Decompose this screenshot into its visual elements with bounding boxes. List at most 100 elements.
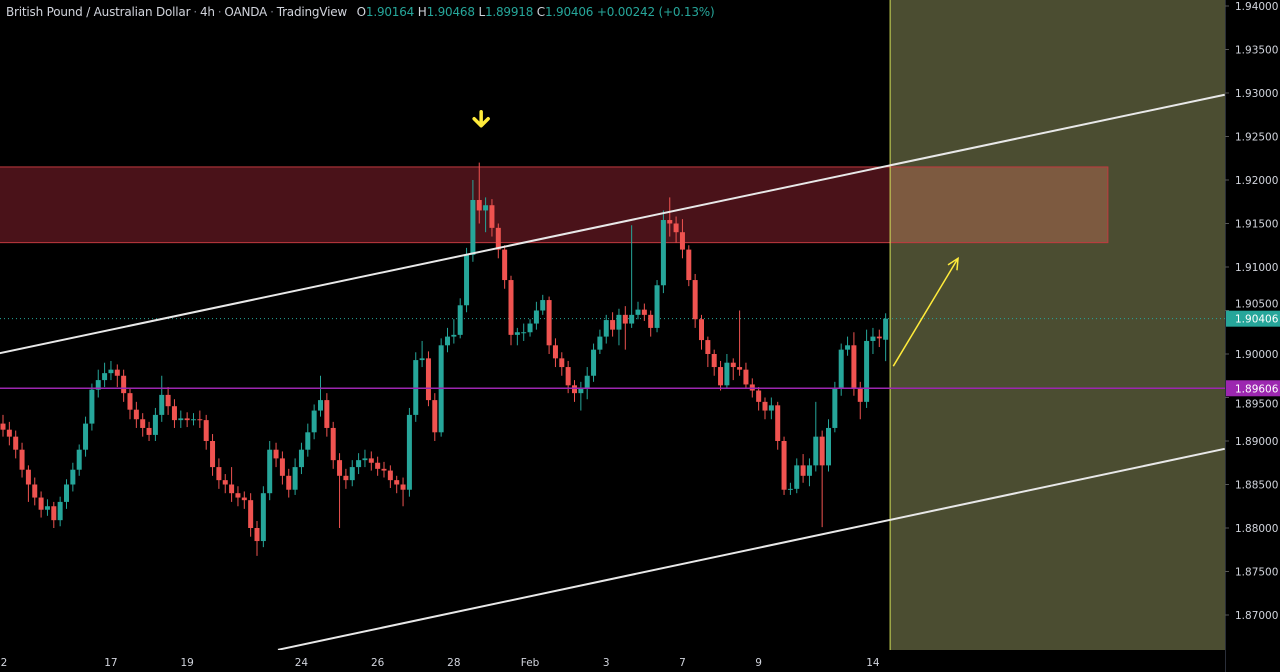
candle-body <box>248 500 254 528</box>
y-tick-label: 1.88000 <box>1235 523 1278 535</box>
candle <box>768 397 774 420</box>
candle-body <box>146 427 152 435</box>
candle-body <box>356 460 362 468</box>
candle-body <box>559 358 565 368</box>
candle-body <box>718 367 724 386</box>
candle <box>25 465 31 502</box>
x-tick-label: 9 <box>755 657 762 669</box>
candle-body <box>419 358 425 361</box>
candle-body <box>705 340 711 354</box>
candle-body <box>826 427 831 466</box>
candle-body <box>572 385 577 394</box>
resistance-zone <box>0 166 891 243</box>
x-tick-label: 19 <box>180 657 193 669</box>
candle <box>286 468 292 498</box>
candle-body <box>533 310 539 324</box>
candle <box>241 491 247 509</box>
candle <box>857 381 863 420</box>
candle-body <box>591 349 597 376</box>
candle-body <box>203 420 209 441</box>
candle-body <box>178 418 184 421</box>
candle <box>432 393 438 441</box>
candle <box>248 493 254 537</box>
candle <box>273 442 279 468</box>
candle <box>540 294 546 315</box>
close-label: C <box>536 5 545 19</box>
candle <box>184 412 190 428</box>
candle-body <box>476 200 482 211</box>
candle <box>724 354 730 389</box>
symbol-name[interactable]: British Pound / Australian Dollar <box>6 5 191 19</box>
candle-body <box>343 475 349 481</box>
candle <box>57 496 63 527</box>
candle <box>476 162 482 224</box>
y-tick-label: 1.87500 <box>1235 567 1278 579</box>
candle <box>165 387 171 415</box>
candle <box>445 327 450 353</box>
candle <box>597 329 603 354</box>
x-tick-label: 3 <box>603 657 610 669</box>
candle-body <box>394 480 400 485</box>
candle <box>876 329 882 348</box>
candle <box>254 521 260 556</box>
candle <box>552 338 558 368</box>
candle <box>44 499 50 516</box>
candle-body <box>152 414 158 435</box>
candle-body <box>565 367 571 386</box>
candle-body <box>464 254 470 306</box>
candle <box>171 399 177 428</box>
candle-body <box>876 336 882 339</box>
candle <box>413 352 419 422</box>
candle <box>495 223 501 259</box>
candle <box>298 442 304 475</box>
candle-body <box>13 436 19 450</box>
candle-body <box>781 441 787 490</box>
candle-body <box>806 465 812 476</box>
support-price-label: 1.89606 <box>1235 383 1279 395</box>
support-price-badge <box>1226 380 1280 397</box>
candle <box>89 383 95 431</box>
candle <box>794 458 800 494</box>
candle <box>679 219 685 259</box>
current-price-badge <box>1226 310 1280 327</box>
candle <box>692 273 698 328</box>
candle-body <box>305 432 311 450</box>
candle <box>546 296 552 354</box>
y-tick-label: 1.91500 <box>1235 219 1278 231</box>
candle-body <box>762 401 768 411</box>
candle <box>438 338 444 437</box>
candle <box>279 451 285 485</box>
candle-body <box>870 336 876 341</box>
candle <box>667 197 673 237</box>
x-tick-label: 28 <box>447 657 460 669</box>
separator: · <box>217 5 222 19</box>
candle-body <box>749 384 755 391</box>
candle-body <box>629 314 635 324</box>
candle <box>305 423 311 457</box>
y-tick-label: 1.89000 <box>1235 436 1278 448</box>
candle-body <box>349 467 355 481</box>
y-tick-label: 1.91000 <box>1235 262 1278 274</box>
candle-body <box>813 436 819 466</box>
y-tick-label: 1.92000 <box>1235 175 1278 187</box>
change-value: +0.00242 (+0.13%) <box>596 5 715 19</box>
candle <box>400 477 406 507</box>
candle <box>114 364 120 388</box>
candle-body <box>610 320 616 330</box>
candle-body <box>667 220 673 224</box>
candle <box>762 397 768 420</box>
interval[interactable]: 4h <box>199 5 215 19</box>
candle <box>394 475 400 494</box>
candle-body <box>737 367 743 370</box>
candle-body <box>483 205 489 211</box>
resistance-zone-border <box>0 166 1109 244</box>
candle-body <box>654 285 660 328</box>
candle-body <box>235 493 241 498</box>
candle <box>819 430 825 528</box>
candle-body <box>768 405 774 411</box>
low-value: 1.89918 <box>484 5 534 19</box>
candle <box>337 453 343 528</box>
candle-body <box>89 389 95 424</box>
candle-body <box>794 465 800 489</box>
